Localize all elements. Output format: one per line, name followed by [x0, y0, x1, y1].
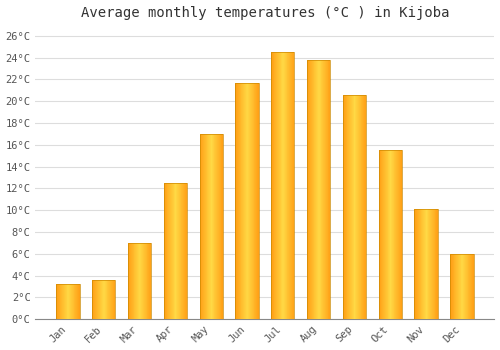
Bar	[236, 83, 258, 319]
Bar	[271, 52, 294, 319]
Bar	[307, 60, 330, 319]
Title: Average monthly temperatures (°C ) in Kijoba: Average monthly temperatures (°C ) in Ki…	[80, 6, 449, 20]
Bar	[128, 243, 151, 319]
Bar	[56, 284, 80, 319]
Bar	[92, 280, 116, 319]
Bar	[378, 150, 402, 319]
Bar	[414, 209, 438, 319]
Bar	[343, 94, 366, 319]
Bar	[450, 254, 473, 319]
Bar	[200, 134, 223, 319]
Bar	[164, 183, 187, 319]
